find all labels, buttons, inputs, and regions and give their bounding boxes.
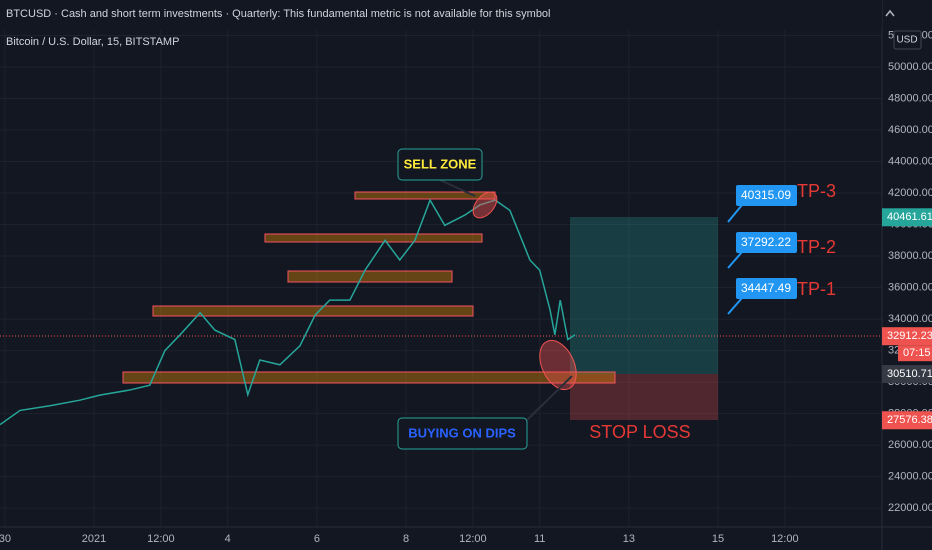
- target-label: 34447.49: [741, 281, 791, 295]
- y-tick-label: 26000.00: [888, 439, 932, 451]
- stop-zone: [570, 374, 718, 420]
- support-box: [122, 371, 616, 384]
- x-tick-label: 12:00: [771, 533, 799, 545]
- target-callouts: 40315.09 37292.22 34447.49 TP-3 TP-2 TP-…: [727, 181, 836, 315]
- annotation: STOP LOSS: [589, 422, 690, 442]
- highlight: [539, 339, 577, 391]
- target-zone: [570, 217, 718, 374]
- target-name: TP-3: [797, 181, 836, 201]
- y-tick-label: 48000.00: [888, 92, 932, 104]
- target-name: TP-1: [797, 279, 836, 299]
- x-tick-label: 4: [225, 533, 231, 545]
- countdown-box: [898, 345, 932, 362]
- y-tick-label: 36000.00: [888, 281, 932, 293]
- header-bar: [0, 0, 882, 28]
- x-tick-label: 30: [0, 533, 11, 545]
- y-tick-label: 44000.00: [888, 155, 932, 167]
- y-tick-label: 42000.00: [888, 187, 932, 199]
- annotations: SELL ZONE BUYING ON DIPS STOP LOSS 40315…: [397, 148, 836, 450]
- target-label: 40315.09: [741, 188, 791, 202]
- x-tick-label: 13: [623, 533, 635, 545]
- annotation: BUYING ON DIPS: [408, 425, 516, 440]
- price-marker: [882, 327, 932, 346]
- highlight: [472, 191, 498, 219]
- x-tick-label: 12:00: [147, 533, 175, 545]
- header-text: BTCUSD · Cash and short term investments…: [6, 8, 551, 20]
- annotation: SELL ZONE: [404, 156, 477, 171]
- price-marker-label: 32912.23: [887, 330, 932, 342]
- x-tick-label: 2021: [82, 533, 106, 545]
- resistance-box: [287, 270, 453, 283]
- y-tick-label: 50000.00: [888, 61, 932, 73]
- price-marker-label: 27576.38: [887, 414, 932, 426]
- axes: 22000.0024000.0026000.0028000.0030000.00…: [0, 29, 932, 545]
- zones: [122, 191, 718, 420]
- target-box: [736, 185, 797, 206]
- x-tick-label: 15: [712, 533, 724, 545]
- countdown: 07:15: [903, 347, 931, 359]
- callout-line: [727, 251, 743, 269]
- callout-line: [727, 204, 743, 223]
- collapse-icon[interactable]: [885, 9, 895, 17]
- callout-line: [439, 179, 476, 197]
- target-box: [736, 232, 797, 253]
- callout-box: [397, 417, 528, 450]
- y-tick-label: 24000.00: [888, 470, 932, 482]
- callout-line: [727, 297, 743, 315]
- price-marker: [882, 411, 932, 430]
- chart-title: Bitcoin / U.S. Dollar, 15, BITSTAMP: [6, 36, 179, 48]
- callout-line: [526, 375, 573, 421]
- y-tick-label: 46000.00: [888, 124, 932, 136]
- y-tick-label: 22000.00: [888, 502, 932, 514]
- price-marker-label: 40461.61: [887, 211, 932, 223]
- price-marker: [882, 208, 932, 227]
- x-tick-label: 6: [314, 533, 320, 545]
- price-marker: [882, 365, 932, 384]
- price-line: [0, 198, 576, 426]
- plot: [0, 198, 576, 426]
- currency-box[interactable]: [893, 30, 922, 50]
- y-tick-label: 34000.00: [888, 313, 932, 325]
- resistance-box: [354, 191, 496, 200]
- x-tick-label: 11: [534, 533, 545, 545]
- x-tick-label: 12:00: [459, 533, 487, 545]
- callout-box: [397, 148, 483, 181]
- target-box: [736, 278, 797, 299]
- currency[interactable]: USD: [896, 35, 917, 46]
- target-label: 37292.22: [741, 235, 791, 249]
- y-tick-label: 38000.00: [888, 250, 932, 262]
- target-name: TP-2: [797, 237, 836, 257]
- x-tick-label: 8: [403, 533, 409, 545]
- support-box: [152, 305, 474, 317]
- resistance-box: [264, 233, 483, 243]
- price-marker-label: 30510.71: [887, 368, 932, 380]
